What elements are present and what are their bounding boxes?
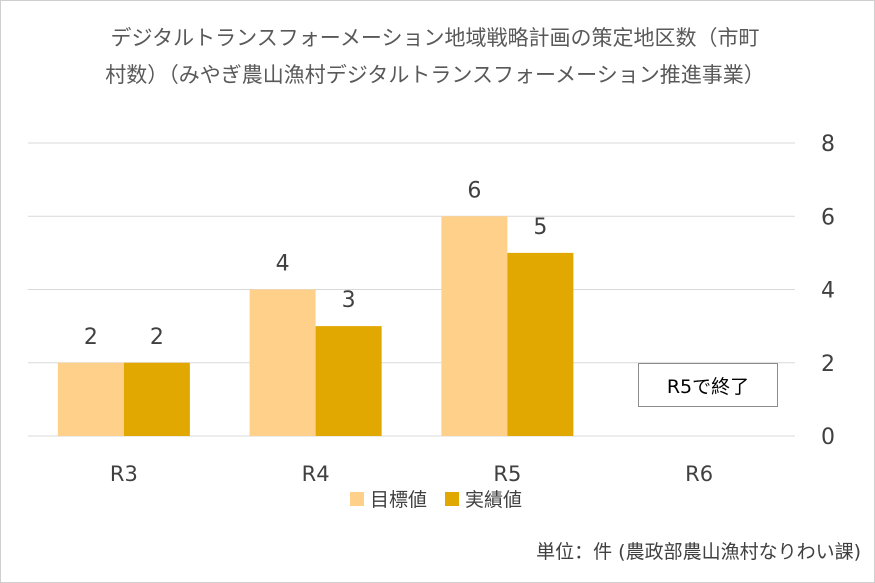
data-label-actual-R4: 3 (342, 288, 356, 313)
bar-actual-R4 (315, 326, 382, 436)
y-tick-label-0: 0 (821, 425, 835, 450)
y-tick-label-4: 8 (821, 132, 835, 157)
annotation-box: R5で終了 (638, 363, 778, 407)
bar-target-R3 (57, 362, 124, 436)
data-label-actual-R5: 5 (533, 215, 547, 240)
data-label-actual-R3: 2 (150, 325, 164, 350)
legend-item-actual: 実績値 (445, 485, 522, 512)
bar-target-R4 (249, 289, 316, 436)
data-label-target-R3: 2 (84, 325, 98, 350)
legend: 目標値 実績値 (350, 485, 522, 512)
data-label-target-R5: 6 (467, 178, 481, 203)
bar-target-R5 (441, 216, 508, 436)
chart-title-line-1: デジタルトランスフォーメーション地域戦略計画の策定地区数（市町 (110, 26, 760, 50)
bar-actual-R5 (507, 252, 574, 436)
legend-label-actual: 実績値 (465, 489, 523, 511)
unit-note: 単位：件 (農政部農山漁村なりわい課) (536, 541, 861, 563)
chart-title-line-2: 村数）（みやぎ農山漁村デジタルトランスフォーメーション推進事業） (105, 63, 765, 87)
x-tick-label-R3: R3 (110, 462, 138, 486)
x-tick-label-R5: R5 (493, 462, 521, 486)
y-tick-label-2: 4 (821, 279, 835, 304)
legend-item-target: 目標値 (350, 485, 427, 512)
bar-actual-R3 (123, 362, 190, 436)
legend-swatch-actual (445, 491, 460, 506)
chart-title: デジタルトランスフォーメーション地域戦略計画の策定地区数（市町 村数）（みやぎ農… (40, 20, 830, 94)
x-tick-label-R4: R4 (302, 462, 330, 486)
data-label-target-R4: 4 (276, 252, 290, 277)
annotation-text: R5で終了 (666, 375, 750, 398)
legend-label-target: 目標値 (370, 489, 428, 511)
x-tick-label-R6: R6 (685, 462, 713, 486)
y-tick-label-1: 2 (821, 352, 835, 377)
legend-swatch-target (350, 491, 364, 506)
y-tick-label-3: 6 (821, 205, 835, 230)
